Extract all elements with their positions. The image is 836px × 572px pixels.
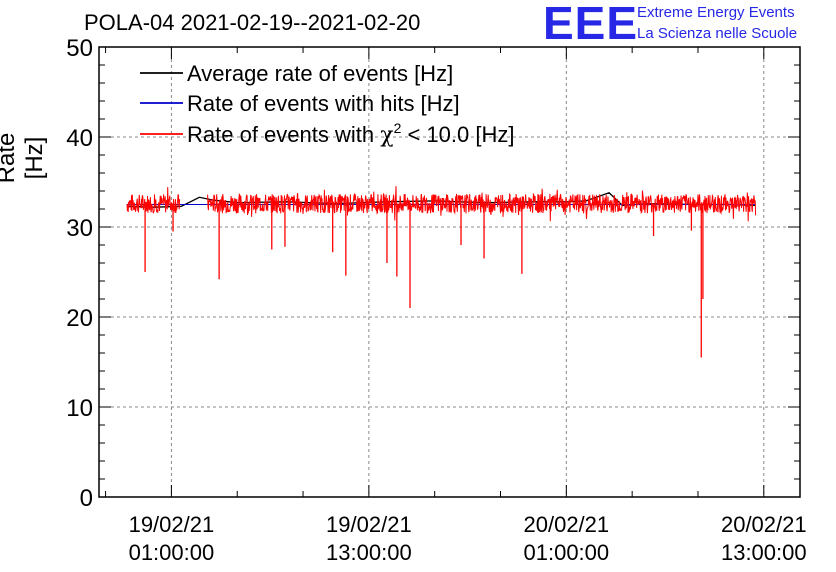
x-tick-label-time: 01:00:00 [524, 540, 610, 565]
x-tick-label-time: 13:00:00 [326, 540, 412, 565]
y-tick-label: 0 [80, 485, 93, 512]
y-tick-label: 30 [66, 215, 93, 242]
x-tick-label-time: 13:00:00 [721, 540, 807, 565]
x-tick-label-date: 19/02/21 [129, 512, 215, 537]
x-tick-label-time: 01:00:00 [129, 540, 215, 565]
x-tick-label-date: 20/02/21 [721, 512, 807, 537]
logo-line-1: Extreme Energy Events [637, 4, 795, 21]
plot-frame [98, 46, 801, 498]
legend-entry: Rate of events with hits [Hz] [187, 91, 460, 116]
legend-entry: Rate of events with χ2 < 10.0 [Hz] [187, 120, 514, 148]
eee-logo: EEE [543, 0, 639, 49]
logo-line-2: La Scienza nelle Scuole [637, 25, 798, 42]
chart-title: POLA-04 2021-02-19--2021-02-20 [84, 10, 421, 35]
x-tick-label-date: 19/02/21 [326, 512, 412, 537]
y-tick-label: 50 [66, 35, 93, 62]
x-tick-label-date: 20/02/21 [524, 512, 610, 537]
y-tick-label: 10 [66, 395, 93, 422]
legend-entry: Average rate of events [Hz] [187, 61, 453, 86]
series-chi2-rate [126, 187, 181, 214]
y-tick-label: 40 [66, 125, 93, 152]
y-tick-label: 20 [66, 305, 93, 332]
series-chi2-rate [207, 186, 757, 222]
